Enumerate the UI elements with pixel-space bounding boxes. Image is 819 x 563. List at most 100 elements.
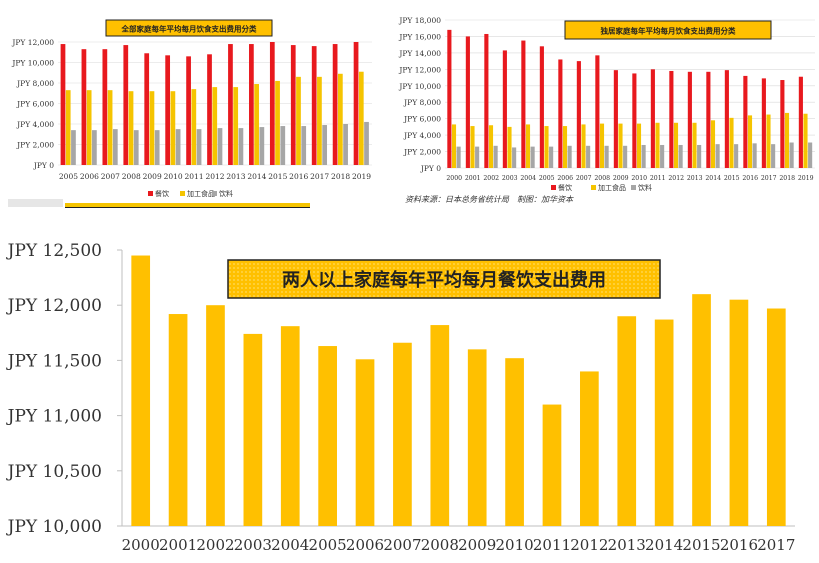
bar-餐饮 [123, 45, 128, 165]
bar-餐饮 [540, 46, 544, 168]
bar-饮料 [218, 128, 223, 165]
x-tick-label: 2016 [742, 175, 758, 182]
bar-加工食品 [296, 77, 301, 165]
bar-加工食品 [711, 120, 715, 168]
bar-加工食品 [452, 124, 456, 168]
bar-饮料 [771, 144, 775, 168]
bar [505, 358, 524, 526]
x-tick-label: 2018 [331, 172, 350, 181]
bar [543, 405, 562, 526]
bar [244, 334, 263, 526]
bar-加工食品 [317, 77, 322, 165]
bar-加工食品 [803, 114, 807, 168]
x-tick-label: 2001 [159, 536, 197, 554]
x-tick-label: 2000 [122, 536, 160, 554]
x-tick-label: 2013 [226, 172, 245, 181]
bar-加工食品 [150, 91, 155, 165]
y-tick-label: JPY 0 [420, 164, 441, 173]
bar-加工食品 [275, 81, 280, 165]
bar-饮料 [753, 143, 757, 168]
bar-加工食品 [748, 115, 752, 168]
bar-加工食品 [563, 126, 567, 168]
legend-swatch-餐饮 [551, 185, 556, 190]
y-tick-label: JPY 6,000 [403, 115, 441, 124]
bar-加工食品 [637, 124, 641, 168]
bar-餐饮 [651, 69, 655, 168]
bar-餐饮 [780, 80, 784, 168]
y-tick-label: JPY 4,000 [403, 131, 441, 140]
bar-饮料 [660, 145, 664, 168]
bar-餐饮 [558, 59, 562, 168]
bar [131, 256, 150, 526]
bar-饮料 [475, 147, 479, 168]
legend-swatch-饮料 [631, 185, 636, 190]
bar-餐饮 [228, 44, 233, 165]
blurred-caption [8, 199, 63, 207]
x-tick-label: 2013 [608, 536, 646, 554]
bar-加工食品 [526, 124, 530, 168]
chart-title: 全部家庭每年平均每月饮食支出费用分类 [121, 24, 257, 34]
y-tick-label: JPY 8,000 [403, 98, 441, 107]
x-tick-label: 2012 [570, 536, 608, 554]
legend-label: 加工食品 [598, 183, 626, 192]
x-tick-label: 2005 [539, 175, 555, 182]
bar-饮料 [549, 147, 553, 168]
legend-swatch-餐饮 [148, 191, 153, 196]
bar-饮料 [457, 147, 461, 168]
x-tick-label: 2003 [502, 175, 518, 182]
bar [169, 314, 188, 526]
y-tick-label: JPY 0 [33, 161, 54, 170]
bar-餐饮 [799, 77, 803, 168]
x-tick-label: 2019 [352, 172, 371, 181]
bar-餐饮 [354, 42, 359, 165]
bar-餐饮 [484, 34, 488, 168]
x-tick-label: 2007 [576, 175, 592, 182]
x-tick-label: 2009 [458, 536, 496, 554]
bar-加工食品 [129, 91, 134, 165]
legend-label: 加工食品 [187, 189, 215, 198]
bar-加工食品 [338, 74, 343, 165]
bar-加工食品 [359, 72, 364, 165]
bar-加工食品 [108, 90, 113, 165]
source-note: 资料来源：日本总务省统计局 制图：加华资本 [405, 194, 573, 205]
x-tick-label: 2012 [205, 172, 224, 181]
bar-加工食品 [581, 124, 585, 168]
x-tick-label: 2015 [724, 175, 740, 182]
y-tick-label: JPY 12,000 [398, 65, 441, 74]
bar [730, 300, 749, 526]
y-tick-label: JPY 11,000 [6, 407, 102, 427]
x-tick-label: 2014 [645, 536, 683, 554]
bar-饮料 [239, 128, 244, 165]
bar-饮料 [197, 129, 202, 165]
bar-饮料 [364, 122, 369, 165]
x-tick-label: 2010 [495, 536, 533, 554]
x-tick-label: 2010 [631, 175, 647, 182]
y-tick-label: JPY 12,000 [6, 296, 102, 316]
legend-label: 餐饮 [155, 189, 169, 198]
x-tick-label: 2009 [613, 175, 629, 182]
x-tick-label: 2008 [421, 536, 459, 554]
bar [655, 320, 674, 526]
y-tick-label: JPY 12,500 [6, 241, 102, 261]
bar-餐饮 [466, 36, 470, 168]
title-box-fragment [65, 203, 310, 208]
bar-加工食品 [171, 91, 176, 165]
legend-label: 饮料 [219, 189, 233, 198]
bar-餐饮 [249, 44, 254, 165]
bar-餐饮 [688, 72, 692, 168]
bar [468, 349, 487, 526]
bar-餐饮 [61, 44, 66, 165]
x-tick-label: 2017 [310, 172, 329, 181]
bar-餐饮 [577, 61, 581, 168]
bar-餐饮 [725, 70, 729, 168]
bar-餐饮 [762, 78, 766, 168]
x-tick-label: 2009 [143, 172, 162, 181]
bar-餐饮 [521, 41, 525, 168]
y-tick-label: JPY 18,000 [398, 16, 441, 25]
x-tick-label: 2016 [720, 536, 758, 554]
x-tick-label: 2005 [59, 172, 78, 181]
x-tick-label: 2019 [798, 175, 814, 182]
x-tick-label: 2006 [346, 536, 384, 554]
chart-title: 两人以上家庭每年平均每月餐饮支出费用 [282, 269, 606, 291]
bar-加工食品 [254, 84, 259, 165]
